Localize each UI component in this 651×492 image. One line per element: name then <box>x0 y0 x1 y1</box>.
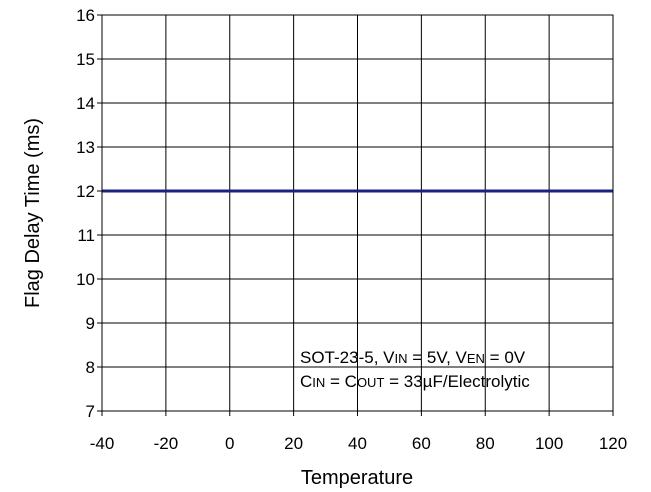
annotation-line-2: CIN = COUT = 33µF/Electrolytic <box>300 372 530 391</box>
y-tick-label: 9 <box>86 314 95 333</box>
x-tick-label: 80 <box>476 434 495 453</box>
x-tick-labels: -40 -20 0 20 40 60 80 100 120 <box>90 434 627 453</box>
annotation-line-1: SOT-23-5, VIN = 5V, VEN = 0V <box>300 348 526 367</box>
y-tick-label: 10 <box>76 270 95 289</box>
y-axis-title: Flag Delay Time (ms) <box>22 118 44 308</box>
x-tick-label: 20 <box>284 434 303 453</box>
axis-ticks <box>97 14 614 416</box>
annotation-box: SOT-23-5, VIN = 5V, VEN = 0V CIN = COUT … <box>300 348 530 391</box>
x-tick-label: 0 <box>225 434 234 453</box>
y-tick-label: 7 <box>86 402 95 421</box>
y-tick-label: 16 <box>76 6 95 25</box>
x-axis-title: Temperature <box>301 467 413 489</box>
x-tick-label: 120 <box>599 434 627 453</box>
y-tick-label: 14 <box>76 94 95 113</box>
y-tick-label: 8 <box>86 358 95 377</box>
x-tick-label: 100 <box>535 434 563 453</box>
x-tick-label: -40 <box>90 434 115 453</box>
x-tick-label: 40 <box>348 434 367 453</box>
y-tick-label: 15 <box>76 50 95 69</box>
x-tick-label: -20 <box>154 434 179 453</box>
y-tick-label: 11 <box>77 226 95 245</box>
y-tick-label: 12 <box>76 182 95 201</box>
y-tick-labels: 7 8 9 10 11 12 13 14 15 16 <box>76 6 95 421</box>
x-tick-label: 60 <box>412 434 431 453</box>
y-tick-label: 13 <box>76 138 95 157</box>
grid <box>102 15 613 411</box>
